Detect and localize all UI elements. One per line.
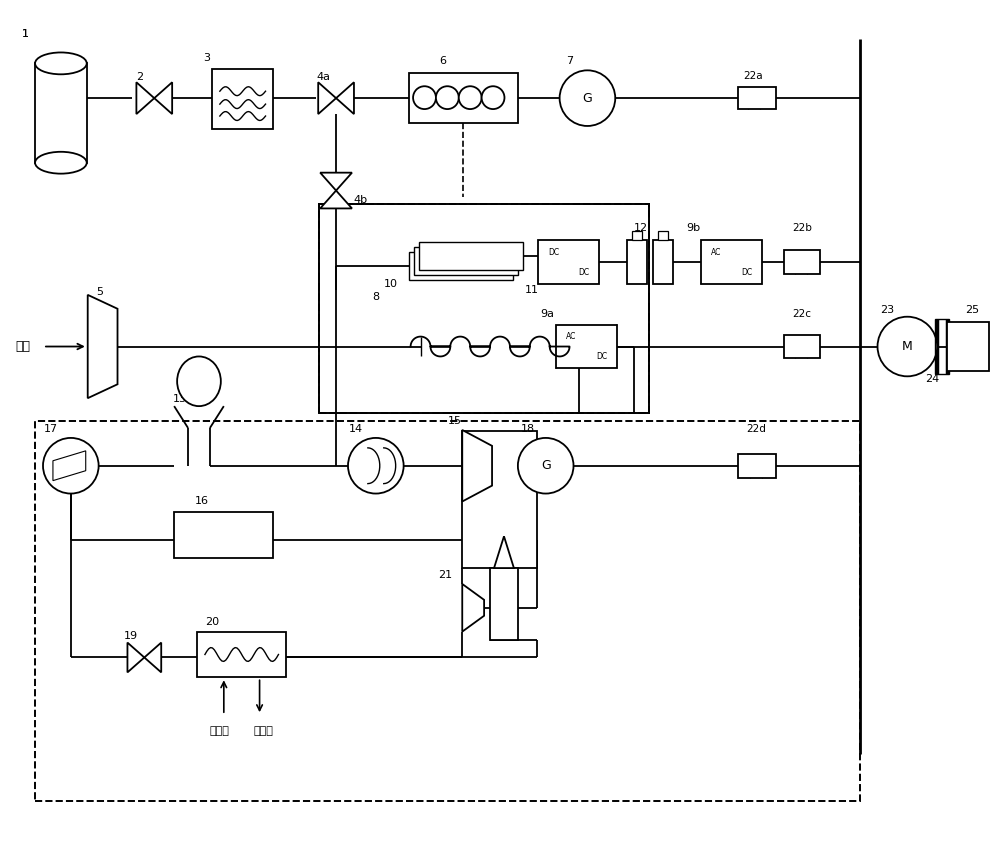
Circle shape <box>436 86 459 109</box>
Bar <box>556 325 617 368</box>
Text: 18: 18 <box>521 424 535 434</box>
Text: 19: 19 <box>123 631 137 641</box>
Polygon shape <box>154 83 172 114</box>
Text: 14: 14 <box>349 424 363 434</box>
Bar <box>538 240 599 284</box>
Text: 1: 1 <box>22 29 29 38</box>
Text: 13: 13 <box>173 394 187 404</box>
Text: 21: 21 <box>438 570 452 580</box>
Circle shape <box>560 71 615 126</box>
Text: 24: 24 <box>925 374 939 385</box>
Text: G: G <box>583 92 592 105</box>
Bar <box>35 63 87 163</box>
Text: 9b: 9b <box>687 223 701 233</box>
Text: 热空气: 热空气 <box>210 726 230 736</box>
Bar <box>174 512 273 558</box>
Polygon shape <box>136 83 154 114</box>
Bar <box>319 204 649 413</box>
Text: 22a: 22a <box>744 71 763 82</box>
Text: DC: DC <box>741 267 752 277</box>
Text: 2: 2 <box>136 72 143 83</box>
Bar <box>419 243 523 270</box>
Polygon shape <box>127 643 144 672</box>
Text: 6: 6 <box>439 56 446 66</box>
Text: 9a: 9a <box>541 309 555 319</box>
Bar <box>658 231 668 240</box>
Ellipse shape <box>35 151 87 174</box>
Circle shape <box>878 317 937 376</box>
Text: 25: 25 <box>965 305 979 315</box>
Ellipse shape <box>35 53 87 74</box>
Bar <box>784 334 820 358</box>
Text: DC: DC <box>548 248 559 257</box>
Bar <box>35 421 860 801</box>
Bar <box>701 240 762 284</box>
Text: 11: 11 <box>525 285 539 295</box>
Bar <box>738 87 776 109</box>
Bar <box>414 247 518 275</box>
Bar <box>197 631 286 677</box>
Bar <box>784 250 820 274</box>
Text: 空气: 空气 <box>15 340 30 353</box>
Text: 5: 5 <box>96 287 103 297</box>
Bar <box>212 69 273 129</box>
Polygon shape <box>336 83 354 114</box>
Bar <box>490 568 518 640</box>
Polygon shape <box>318 83 336 114</box>
Polygon shape <box>53 451 86 481</box>
Text: DC: DC <box>578 267 589 277</box>
Bar <box>947 322 989 371</box>
Ellipse shape <box>177 357 221 406</box>
Text: AC: AC <box>711 248 722 257</box>
Polygon shape <box>88 294 118 398</box>
Text: 15: 15 <box>448 416 462 426</box>
Text: 8: 8 <box>372 292 379 302</box>
Circle shape <box>459 86 482 109</box>
Bar <box>632 231 642 240</box>
Text: 冷空气: 冷空气 <box>254 726 273 736</box>
Bar <box>653 240 673 284</box>
Text: G: G <box>541 460 551 472</box>
Bar <box>627 240 647 284</box>
Polygon shape <box>320 173 352 191</box>
Polygon shape <box>494 536 514 568</box>
Text: 4a: 4a <box>316 72 330 83</box>
Text: 23: 23 <box>880 305 895 315</box>
Text: 20: 20 <box>205 617 219 626</box>
Circle shape <box>348 438 404 494</box>
Text: DC: DC <box>596 352 607 361</box>
Polygon shape <box>462 584 484 631</box>
Text: 16: 16 <box>195 495 209 505</box>
Circle shape <box>43 438 99 494</box>
Bar <box>738 454 776 477</box>
Text: 12: 12 <box>634 223 648 233</box>
Circle shape <box>413 86 436 109</box>
Text: 17: 17 <box>44 424 58 434</box>
Text: 3: 3 <box>203 54 210 64</box>
Circle shape <box>482 86 504 109</box>
Text: 22b: 22b <box>792 223 812 233</box>
Text: 7: 7 <box>566 56 573 66</box>
Bar <box>462 431 537 568</box>
Bar <box>935 319 949 374</box>
Bar <box>409 252 513 280</box>
Text: M: M <box>902 340 913 353</box>
Text: AC: AC <box>566 332 577 341</box>
Polygon shape <box>462 430 492 501</box>
Text: 4b: 4b <box>354 196 368 205</box>
Text: 10: 10 <box>384 279 398 289</box>
Text: 22d: 22d <box>746 424 766 434</box>
Circle shape <box>518 438 574 494</box>
Polygon shape <box>320 191 352 208</box>
Text: 22c: 22c <box>793 309 812 319</box>
Polygon shape <box>144 643 161 672</box>
Bar <box>409 73 518 123</box>
Text: 1: 1 <box>22 29 29 38</box>
Bar <box>319 204 649 413</box>
